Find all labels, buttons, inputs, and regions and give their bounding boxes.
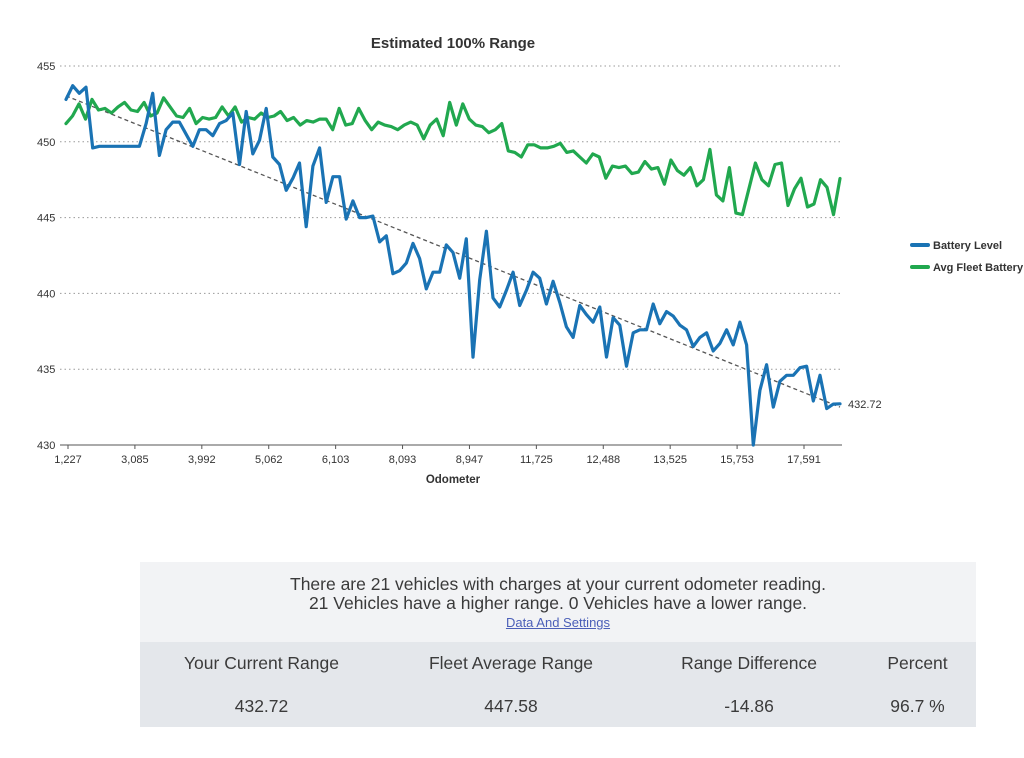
stat-value: 96.7 %: [890, 696, 945, 716]
series-line-0: [64, 84, 842, 447]
x-tick-label: 11,725: [520, 454, 553, 466]
y-tick-label: 440: [37, 288, 55, 300]
y-tick-label: 455: [37, 61, 55, 73]
stat-header: Your Current Range: [183, 653, 339, 673]
chart-title: Estimated 100% Range: [371, 35, 535, 52]
trend-line: [65, 95, 841, 408]
x-tick-label: 13,525: [653, 454, 687, 466]
y-tick-label: 445: [37, 213, 55, 225]
x-axis-label: Odometer: [426, 474, 481, 486]
range-summary-panel: There are 21 vehicles with charges at yo…: [140, 562, 976, 727]
x-tick-label: 3,992: [188, 454, 216, 466]
stat-fleet-average-range: Fleet Average Range 447.58: [383, 642, 639, 727]
range-line-chart: Estimated 100% Range 430435440445450455 …: [37, 35, 1024, 486]
stat-percent: Percent 96.7 %: [859, 642, 976, 727]
x-tick-label: 8,093: [389, 454, 417, 466]
y-axis-ticks: 430 435 440 445 450 455: [37, 61, 55, 452]
x-tick-label: 17,591: [787, 454, 821, 466]
stat-header: Fleet Average Range: [428, 653, 594, 673]
end-value-label: 432.72: [848, 399, 882, 411]
stat-header: Percent: [887, 653, 948, 673]
stats-row: Your Current Range 432.72 Fleet Average …: [140, 642, 976, 727]
x-tick-label: 15,753: [720, 454, 754, 466]
y-tick-label: 430: [37, 440, 55, 452]
x-tick-label: 1,227: [54, 454, 82, 466]
legend-label-0: Battery Level: [933, 240, 1002, 252]
x-tick-label: 3,085: [121, 454, 149, 466]
summary-section: There are 21 vehicles with charges at yo…: [140, 562, 976, 642]
stat-value: 447.58: [484, 696, 538, 716]
x-tick-label: 8,947: [456, 454, 484, 466]
x-tick-label: 5,062: [255, 454, 283, 466]
x-tick-label: 6,103: [322, 454, 350, 466]
stat-header: Range Difference: [681, 653, 817, 673]
y-tick-label: 435: [37, 364, 55, 376]
legend-label-1: Avg Fleet Battery Level: [933, 262, 1024, 274]
data-and-settings-link[interactable]: Data And Settings: [505, 615, 611, 630]
x-axis-ticks: 1,227 3,085 3,992 5,062 6,103 8,093 8,947 11,72…: [54, 445, 821, 466]
legend: Battery Level Avg Fleet Battery Level: [910, 240, 1024, 274]
stat-value: -14.86: [724, 696, 774, 716]
stat-value: 432.72: [234, 696, 289, 716]
series-lines: [64, 84, 842, 447]
summary-line-comparison: 21 Vehicles have a higher range. 0 Vehic…: [308, 593, 808, 613]
stat-current-range: Your Current Range 432.72: [140, 642, 383, 727]
stat-range-difference: Range Difference -14.86: [639, 642, 859, 727]
y-tick-label: 450: [37, 137, 55, 149]
series-line-1: [64, 96, 842, 217]
summary-line-vehicles: There are 21 vehicles with charges at yo…: [290, 574, 826, 594]
x-tick-label: 12,488: [586, 454, 620, 466]
